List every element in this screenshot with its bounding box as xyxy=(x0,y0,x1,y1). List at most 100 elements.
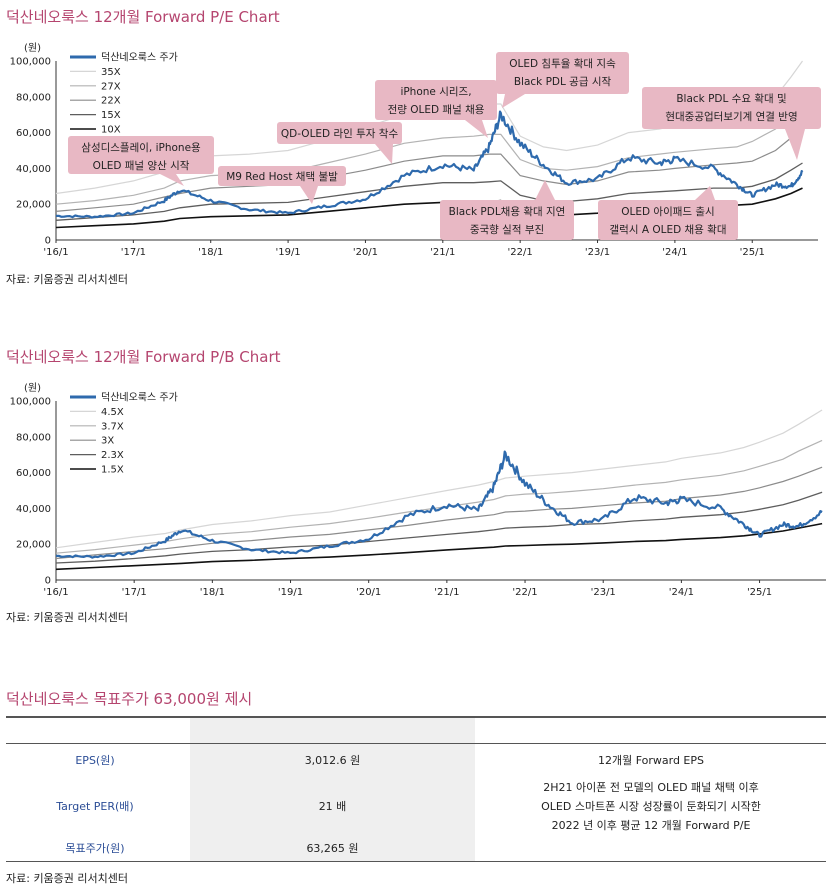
callout-pointer xyxy=(502,94,525,108)
legend-label: 10X xyxy=(101,125,121,136)
x-tick-label: '25/1 xyxy=(747,587,772,598)
eps-note: 12개월 Forward EPS xyxy=(597,754,705,767)
pb-chart-title: 덕산네오룩스 12개월 Forward P/B Chart xyxy=(6,348,281,366)
callout-pointer xyxy=(465,120,488,138)
callout-text: 중국향 실적 부진 xyxy=(470,224,544,236)
callout-text: OLED 침투율 확대 지속 xyxy=(509,57,616,70)
annotation-callout: M9 Red Host 채택 불발 xyxy=(218,166,346,204)
callout-box xyxy=(440,200,574,240)
y-tick-label: 40,000 xyxy=(16,164,51,175)
x-tick-label: '23/1 xyxy=(585,247,610,258)
band-line-4 xyxy=(55,491,823,564)
band-line-2 xyxy=(55,101,803,205)
y-unit-label: (원) xyxy=(24,42,41,54)
target-price-label: 목표주가(원) xyxy=(65,842,125,855)
x-tick-label: '19/1 xyxy=(275,247,300,258)
callout-text: Black PDL 수요 확대 및 xyxy=(676,92,786,105)
x-tick-label: '24/1 xyxy=(669,587,694,598)
y-tick-label: 20,000 xyxy=(16,200,51,211)
callout-pointer xyxy=(300,186,318,204)
x-tick-label: '20/1 xyxy=(353,247,378,258)
x-tick-label: '16/1 xyxy=(43,247,68,258)
table-bottom-rule xyxy=(6,861,826,862)
legend-label: 27X xyxy=(101,81,121,92)
annotation-callout: 삼성디스플레이, iPhone용 OLED 패널 양산 시작 xyxy=(68,136,214,186)
y-tick-label: 60,000 xyxy=(16,128,51,139)
x-tick-label: '22/1 xyxy=(508,247,533,258)
legend-label: 1.5X xyxy=(101,465,124,476)
target-per-value: 21 배 xyxy=(318,800,347,813)
value-column-shade xyxy=(190,718,475,861)
target-price-value: 63,265 원 xyxy=(306,842,359,855)
pe-chart-title: 덕산네오룩스 12개월 Forward P/E Chart xyxy=(6,8,280,26)
y-tick-label: 40,000 xyxy=(16,504,51,515)
table-top-rule xyxy=(6,716,826,718)
legend-label: 3.7X xyxy=(101,421,124,432)
y-tick-label: 0 xyxy=(45,236,51,247)
legend-label: 15X xyxy=(101,110,121,121)
x-tick-label: '18/1 xyxy=(198,247,223,258)
legend-label: 덕산네오룩스 주가 xyxy=(101,392,178,404)
y-tick-label: 80,000 xyxy=(16,92,51,103)
pe-source: 자료: 키움증권 리서치센터 xyxy=(6,273,129,286)
legend-label: 22X xyxy=(101,96,121,107)
y-tick-label: 20,000 xyxy=(16,540,51,551)
y-tick-label: 100,000 xyxy=(10,397,51,408)
callout-text: OLED 패널 양산 시작 xyxy=(93,160,190,172)
callout-box xyxy=(277,122,402,144)
per-note-line-3: 2022 년 이후 평균 12 개월 Forward P/E xyxy=(551,819,751,832)
band-line-2 xyxy=(55,439,823,554)
x-tick-label: '18/1 xyxy=(200,587,225,598)
y-unit-label: (원) xyxy=(24,382,41,394)
valuation-title: 덕산네오룩스 목표주가 63,000원 제시 xyxy=(6,690,253,708)
table-header-rule xyxy=(6,743,826,744)
target-per-label: Target PER(배) xyxy=(56,800,134,813)
y-tick-label: 60,000 xyxy=(16,468,51,479)
callout-text: QD-OLED 라인 투자 착수 xyxy=(281,128,399,140)
x-tick-label: '19/1 xyxy=(278,587,303,598)
x-tick-label: '21/1 xyxy=(434,587,459,598)
pb-source: 자료: 키움증권 리서치센터 xyxy=(6,611,129,624)
legend-label: 4.5X xyxy=(101,407,124,418)
x-tick-label: '22/1 xyxy=(512,587,537,598)
per-note-line-2: OLED 스마트폰 시장 성장률이 둔화되기 시작한 xyxy=(541,800,761,813)
valuation-source: 자료: 키움증권 리서치센터 xyxy=(6,872,129,885)
band-line-3 xyxy=(55,466,823,560)
x-tick-label: '16/1 xyxy=(43,587,68,598)
eps-label: EPS(원) xyxy=(75,754,115,767)
callout-text: iPhone 시리즈, xyxy=(400,86,471,98)
y-tick-label: 80,000 xyxy=(16,432,51,443)
callout-pointer xyxy=(375,144,393,164)
callout-pointer xyxy=(695,186,715,200)
legend-label: 3X xyxy=(101,436,114,447)
price-line xyxy=(55,450,823,559)
x-tick-label: '25/1 xyxy=(740,247,765,258)
pb-chart: (원) 0 20,000 40,000 60,000 80,000 100,000 '16/1… xyxy=(10,382,826,598)
x-tick-label: '17/1 xyxy=(122,587,147,598)
x-tick-label: '20/1 xyxy=(356,587,381,598)
callout-text: M9 Red Host 채택 불발 xyxy=(226,171,338,183)
legend-label: 덕산네오룩스 주가 xyxy=(101,52,178,64)
callout-box xyxy=(598,200,738,240)
y-tick-label: 100,000 xyxy=(10,57,51,68)
pe-chart: (원) 0 20,000 40,000 60,000 80,000 100,000 '16/1… xyxy=(10,42,821,258)
per-note-line-1: 2H21 아이폰 전 모델의 OLED 패널 채택 이후 xyxy=(543,781,759,794)
eps-value: 3,012.6 원 xyxy=(304,754,361,767)
callout-text: 갤럭시 A OLED 채용 확대 xyxy=(610,223,727,236)
x-tick-label: '21/1 xyxy=(430,247,455,258)
legend-label: 35X xyxy=(101,67,121,78)
callout-pointer xyxy=(535,180,555,200)
legend-label: 2.3X xyxy=(101,450,124,461)
price-line xyxy=(55,110,804,219)
callout-box xyxy=(218,166,346,186)
callout-box xyxy=(68,136,214,174)
band-line-3 xyxy=(55,126,803,212)
callout-text: OLED 아이패드 출시 xyxy=(621,206,714,218)
x-tick-label: '17/1 xyxy=(121,247,146,258)
y-tick-label: 0 xyxy=(45,576,51,587)
band-line-1 xyxy=(55,409,823,549)
band-line-5 xyxy=(55,522,823,571)
